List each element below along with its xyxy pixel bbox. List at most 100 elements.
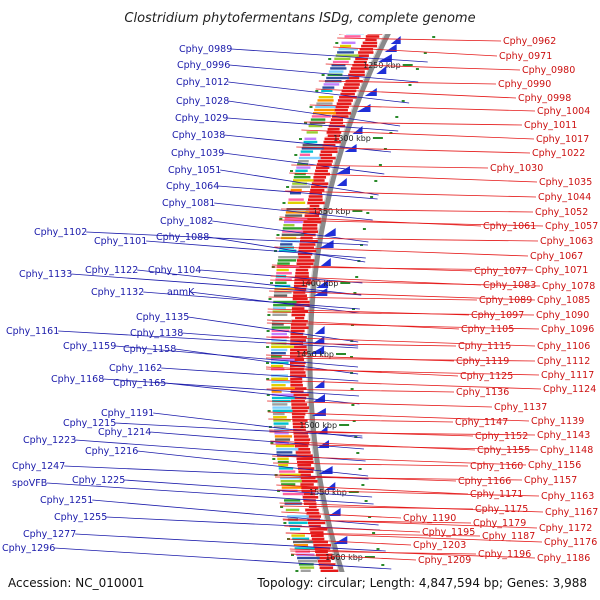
forward-gene: [376, 66, 387, 74]
leader-line: [137, 450, 369, 477]
leader-line: [282, 518, 538, 529]
reverse-gene: [317, 160, 333, 163]
forward-gene: [314, 380, 325, 388]
leader-line: [337, 37, 502, 42]
cog-band: [280, 243, 293, 246]
reverse-gene-label: Cphy_1163: [541, 491, 594, 502]
cog-band: [295, 169, 308, 172]
cog-band: [278, 464, 289, 467]
reverse-gene: [316, 163, 332, 166]
reverse-gene: [299, 476, 316, 480]
reverse-gene-label: Cphy_1117: [541, 370, 594, 381]
reverse-gene: [290, 393, 309, 397]
leader-line: [274, 246, 529, 257]
leader-line: [272, 462, 469, 467]
track-marker: [277, 490, 281, 492]
reverse-gene: [292, 297, 308, 301]
track-marker: [266, 378, 270, 380]
cog-band: [316, 102, 333, 105]
reverse-gene: [302, 496, 319, 499]
reverse-gene: [310, 531, 324, 534]
leader-line: [268, 418, 454, 423]
reverse-gene: [294, 441, 310, 445]
reverse-gene: [292, 300, 310, 304]
reverse-gene-label: Cphy_0980: [522, 65, 575, 76]
reverse-gene: [292, 416, 305, 419]
kbp-tick-label: 1300 kbp: [333, 134, 371, 143]
cog-band: [308, 124, 323, 128]
reverse-gene: [353, 60, 367, 64]
cog-band: [285, 214, 303, 217]
forward-gene-label: Cphy_1081: [162, 198, 215, 209]
cog-band: [287, 515, 309, 518]
reverse-gene-label: Cphy_1186: [537, 553, 590, 564]
track-marker: [381, 564, 385, 566]
cog-band: [298, 160, 309, 163]
reverse-gene: [302, 227, 318, 230]
reverse-gene: [290, 387, 307, 390]
forward-gene-label: Cphy_1225: [72, 475, 125, 486]
reverse-gene: [297, 467, 315, 470]
reverse-gene: [311, 537, 325, 541]
cog-band: [298, 560, 318, 563]
reverse-gene: [320, 569, 339, 573]
reverse-gene-label: Cphy_1167: [545, 507, 598, 518]
cog-band: [306, 131, 318, 134]
reverse-gene: [358, 51, 374, 54]
reverse-gene: [337, 99, 353, 102]
forward-gene: [313, 394, 325, 402]
cog-band: [335, 54, 359, 57]
leader-line: [165, 382, 360, 405]
reverse-gene: [290, 348, 308, 352]
reverse-gene: [349, 70, 365, 73]
cog-band: [274, 432, 289, 435]
leader-line: [270, 443, 539, 451]
reverse-gene: [364, 38, 377, 41]
track-marker: [362, 228, 366, 230]
reverse-gene: [316, 166, 330, 169]
reverse-gene: [355, 57, 368, 61]
reverse-gene-label: Cphy_1172: [539, 523, 592, 534]
reverse-gene: [291, 406, 310, 409]
summary-text: Topology: circular; Length: 4,847,594 bp…: [256, 576, 587, 590]
track-marker: [283, 522, 287, 524]
leader-line: [267, 400, 493, 408]
track-marker: [270, 282, 273, 284]
leader-line: [124, 479, 373, 498]
leader-line: [224, 134, 392, 153]
reverse-gene: [290, 384, 303, 387]
cog-band: [294, 547, 315, 550]
cog-band: [271, 364, 284, 368]
reverse-gene-label: Cphy_1106: [537, 341, 590, 352]
cog-band: [273, 294, 288, 297]
cog-band: [271, 348, 288, 352]
cog-band: [271, 332, 287, 336]
kbp-tick-label: 1550 kbp: [309, 488, 347, 497]
reverse-gene: [292, 294, 307, 297]
reverse-gene-label: Cphy_1078: [542, 281, 595, 292]
cog-band: [334, 57, 351, 60]
cog-band: [298, 563, 314, 566]
reverse-gene-label: Cphy_1105: [461, 324, 514, 335]
reverse-gene: [290, 323, 307, 326]
forward-gene-label: Cphy_1038: [172, 130, 225, 141]
reverse-gene: [290, 371, 306, 374]
reverse-gene: [297, 460, 314, 464]
kbp-tick-label: 1450 kbp: [296, 350, 334, 359]
track-marker: [272, 458, 276, 460]
cog-band: [293, 544, 309, 547]
reverse-gene: [291, 316, 305, 320]
reverse-gene-label: Cphy_1139: [531, 416, 584, 427]
reverse-gene: [314, 547, 331, 550]
track-marker: [401, 100, 405, 102]
track-marker: [361, 484, 365, 486]
reverse-gene: [290, 396, 307, 400]
forward-gene-label: Cphy_1135: [136, 312, 189, 323]
forward-gene-label: Cphy_1102: [34, 227, 87, 238]
leader-line: [333, 46, 498, 57]
forward-gene-label: Cphy_1215: [63, 418, 116, 429]
cog-band: [332, 60, 349, 64]
reverse-gene-label: Cphy_1147: [455, 417, 508, 428]
cog-band: [285, 505, 309, 508]
cog-band: [279, 249, 297, 252]
